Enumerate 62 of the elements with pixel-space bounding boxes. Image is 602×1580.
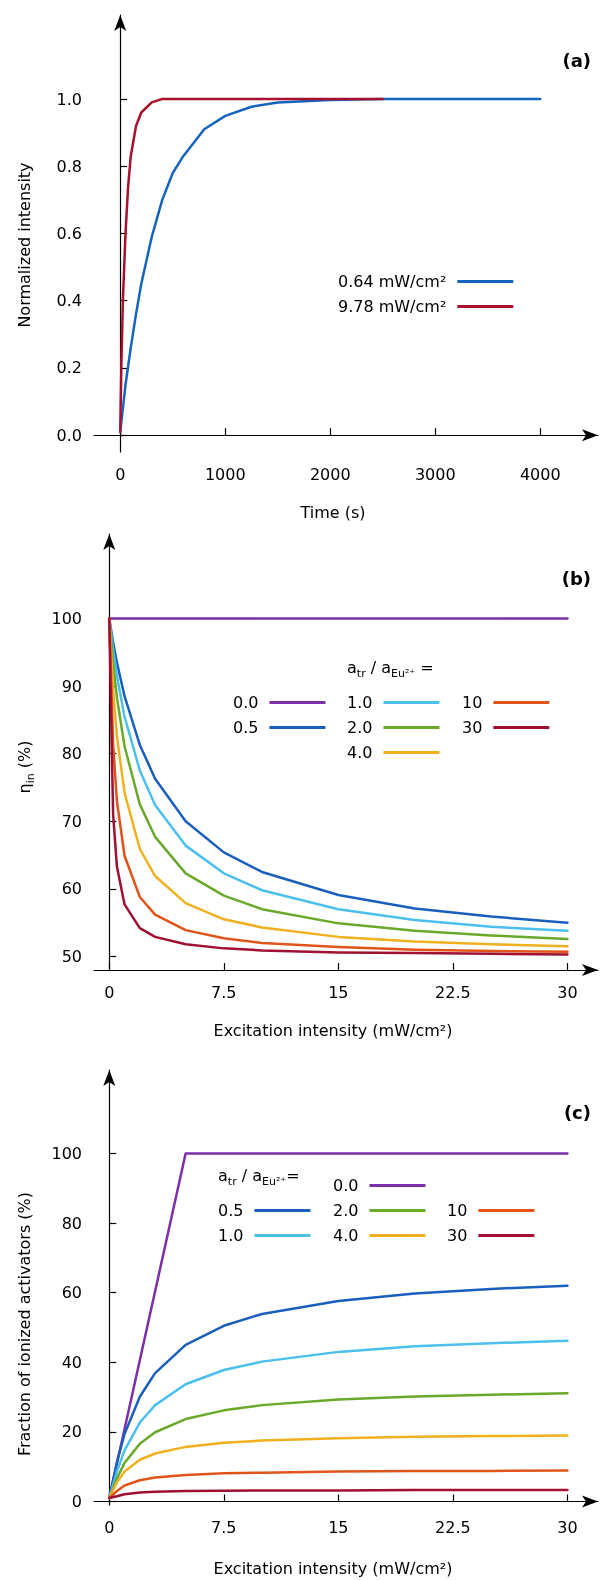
- legend-label: 2.0: [332, 1201, 359, 1220]
- y-tick-label: 90: [61, 676, 82, 696]
- x-tick-label: 1000: [204, 464, 246, 484]
- line-series: [108, 1488, 569, 1500]
- legend-label: 0.5: [232, 718, 259, 737]
- y-tick-label: 0.0: [56, 425, 82, 445]
- y-tick-label: 60: [61, 1283, 82, 1303]
- x-axis-title: Time (s): [300, 502, 366, 522]
- x-tick-label: 15: [328, 1517, 349, 1537]
- y-tick-label: 0.6: [56, 224, 82, 243]
- line-series: [108, 1339, 569, 1500]
- y-tick-label: 0.2: [56, 358, 82, 378]
- legend-label: 1.0: [346, 693, 373, 712]
- y-tick-label: 20: [61, 1422, 82, 1442]
- x-tick-label: 0: [115, 464, 126, 484]
- legend-label: 1.0: [217, 1226, 244, 1245]
- legend-label: 30: [447, 1226, 468, 1245]
- legend-label: 0.5: [217, 1201, 244, 1220]
- y-tick-label: 80: [61, 744, 82, 764]
- y-axis-title: Normalized intensity: [14, 162, 34, 328]
- y-tick-label: 0.8: [56, 156, 82, 176]
- y-axis-title: Fraction of ionized activators (%): [14, 1191, 34, 1457]
- x-tick-label: 30: [557, 982, 578, 1002]
- y-tick-label: 60: [61, 879, 82, 899]
- legend-label: 0.64 mW/cm²: [337, 272, 447, 291]
- y-tick-label: 40: [61, 1352, 82, 1372]
- legend-label: 30: [462, 718, 483, 737]
- legend-label: 10: [462, 693, 483, 712]
- legend-label: 9.78 mW/cm²: [337, 297, 447, 316]
- y-tick-label: 100: [51, 1144, 82, 1164]
- x-axis-title: Excitation intensity (mW/cm²): [213, 1558, 453, 1578]
- legend-label: 0.0: [332, 1176, 359, 1195]
- text: (b): [561, 567, 592, 589]
- y-tick-label: 70: [61, 811, 82, 831]
- legend-label: 2.0: [346, 718, 373, 737]
- x-tick-label: 7.5: [211, 1517, 237, 1537]
- legend-title: a$_{tr}$ / a$_{Eu²⁺}$=: [218, 1166, 300, 1189]
- y-tick-label: 50: [61, 946, 82, 966]
- legend-label: 4.0: [332, 1226, 359, 1245]
- legend-label: 4.0: [346, 743, 373, 762]
- line-series: [108, 1469, 569, 1500]
- text: (a): [562, 49, 592, 71]
- x-tick-label: 22.5: [435, 982, 471, 1002]
- y-tick-label: 80: [61, 1213, 82, 1233]
- x-tick-label: 4000: [519, 464, 561, 484]
- x-tick-label: 22.5: [435, 1517, 471, 1537]
- text: (c): [563, 1101, 591, 1123]
- legend-label: 0.0: [232, 693, 259, 712]
- x-tick-label: 7.5: [211, 982, 237, 1002]
- x-axis-title: Excitation intensity (mW/cm²): [213, 1020, 453, 1040]
- x-tick-label: 0: [104, 982, 115, 1002]
- legend-title: a$_{tr}$ / a$_{Eu²⁺}$ =: [347, 658, 434, 681]
- x-tick-label: 2000: [309, 464, 351, 484]
- legend-label: 10: [447, 1201, 468, 1220]
- x-tick-label: 30: [557, 1517, 578, 1537]
- y-tick-label: 100: [51, 609, 82, 628]
- x-tick-label: 0: [104, 1517, 115, 1537]
- y-tick-label: 0.4: [56, 291, 82, 311]
- y-tick-label: 1.0: [56, 89, 82, 109]
- y-tick-label: 0: [71, 1492, 82, 1512]
- x-tick-label: 3000: [414, 464, 456, 484]
- x-tick-label: 15: [328, 982, 349, 1002]
